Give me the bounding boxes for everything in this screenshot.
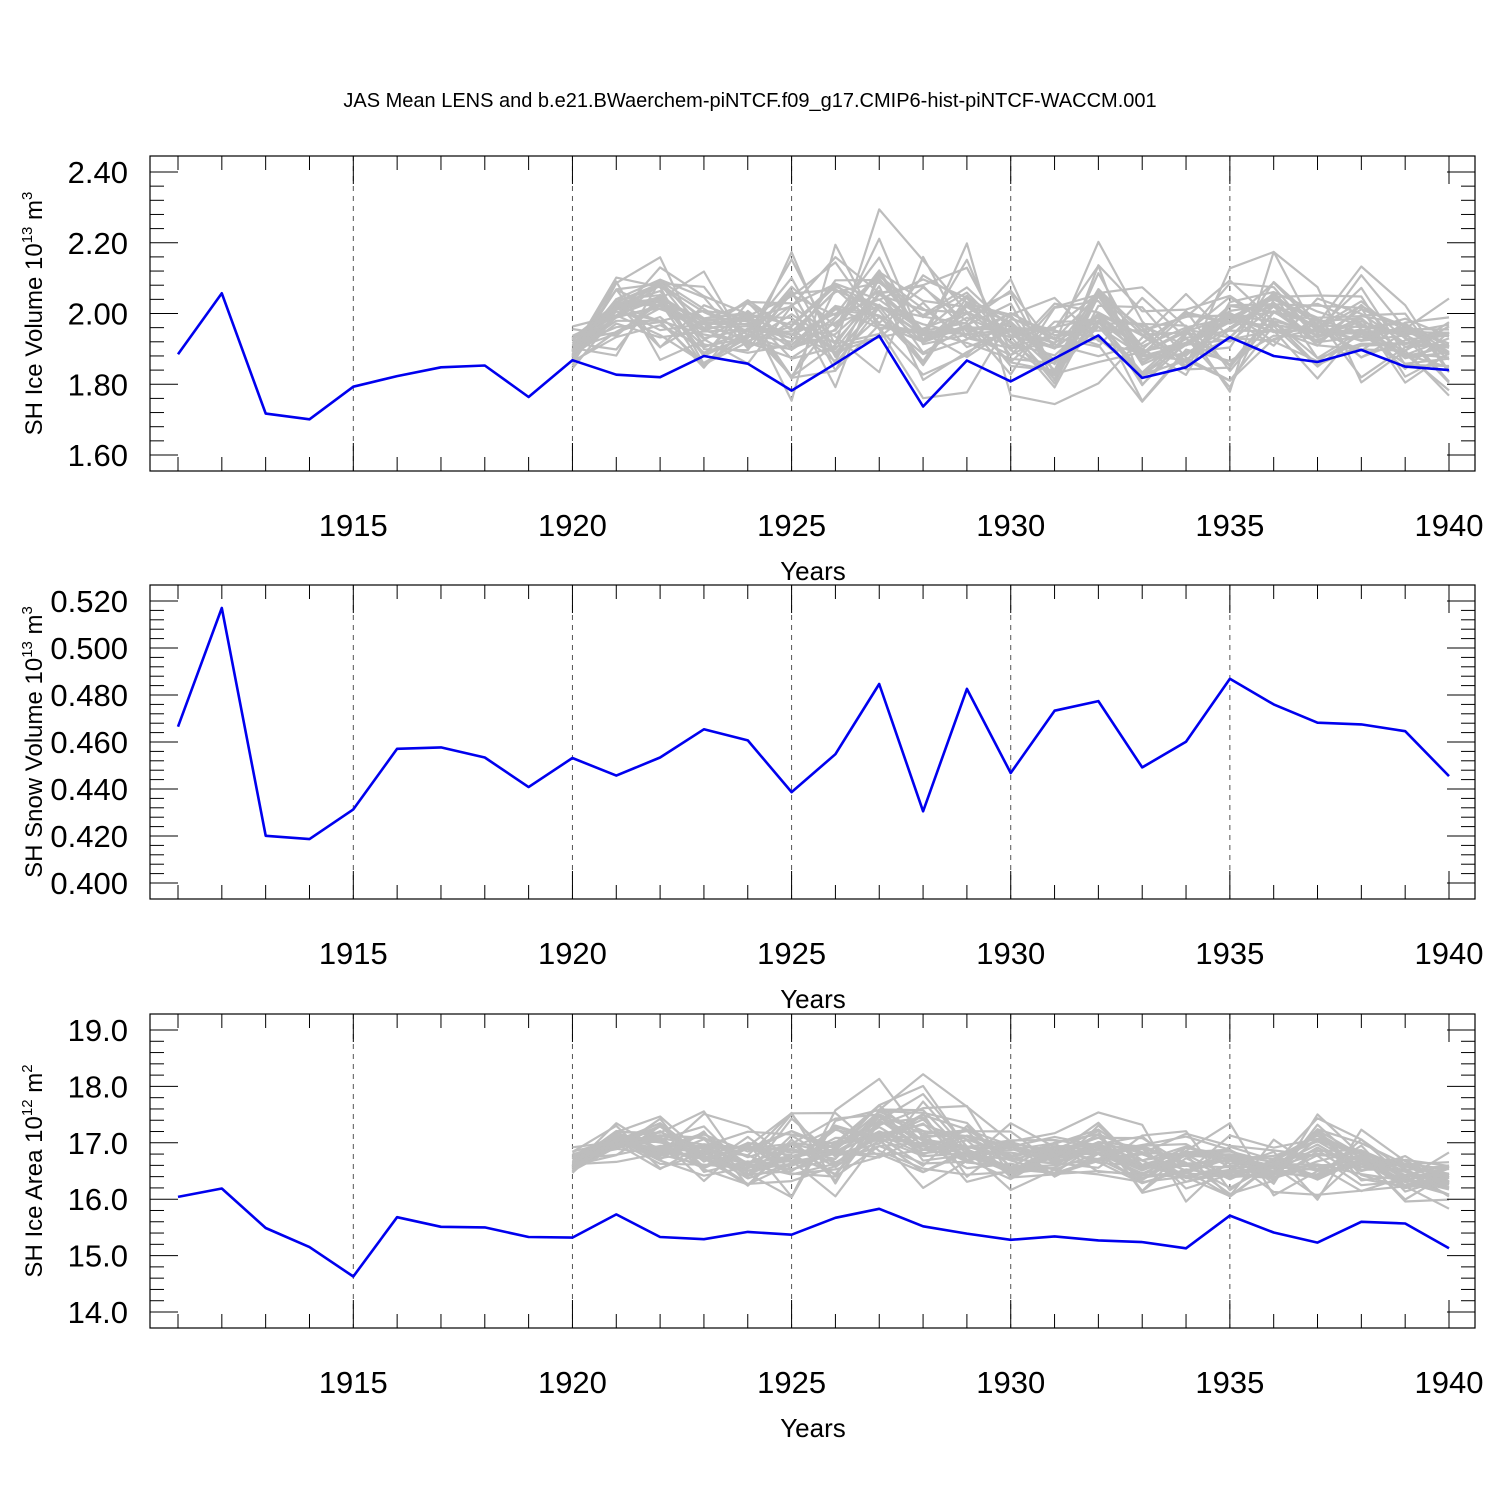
ensemble-member-line [572,269,1450,375]
x-tick-label: 1920 [538,936,607,971]
y-tick-label: 2.20 [68,226,128,261]
y-axis-label-main: SH Snow Volume 10 [21,658,48,878]
x-tick-label: 1935 [1195,508,1264,543]
ensemble-member-line [571,1108,1450,1186]
y-tick-label: 0.460 [50,725,128,760]
y-axis-label-main: SH Ice Area 10 [21,1116,48,1277]
figure-title: JAS Mean LENS and b.e21.BWaerchem-piNTCF… [343,90,1156,112]
ensemble-member-line [571,261,1450,376]
ensemble-member-line [571,1117,1450,1198]
x-tick-label: 1940 [1415,936,1484,971]
y-tick-label: 2.00 [68,297,128,332]
x-tick-label: 1915 [319,508,388,543]
x-tick-label: 1930 [976,936,1045,971]
x-tick-label: 1925 [757,936,826,971]
ensemble-member-line [571,272,1450,372]
main-series-line [176,291,1450,421]
ensemble-member-line [571,288,1450,368]
ensemble-member-line [571,258,1450,380]
ensemble-member-line [571,1113,1450,1188]
y-tick-label: 15.0 [68,1239,128,1274]
y-tick-label: 18.0 [68,1069,128,1104]
main-series-line [176,606,1450,841]
x-tick-label: 1935 [1195,1365,1264,1400]
y-axis-label: SH Ice Area 1012 m2 [19,1064,48,1277]
panel-ice-area: 14.0 15.0 16.0 17.0 18.0 19.0 1915 1920 1925 1930… [19,1013,1483,1443]
x-tick-label: 1915 [319,936,388,971]
y-axis-label-exponent: 12 [19,1099,36,1116]
y-tick-label: 0.420 [50,819,128,854]
x-tick-label: 1940 [1415,508,1484,543]
y-axis-label-unit: m [21,200,48,227]
ensemble-member-line [572,1112,1450,1201]
x-tick-label: 1935 [1195,936,1264,971]
y-tick-label: 0.520 [50,584,128,619]
y-axis-label-unit-exponent: 3 [19,192,36,200]
y-axis-label-unit-exponent: 3 [19,606,36,614]
x-tick-label: 1920 [538,1365,607,1400]
panel-ice-volume: 1.60 1.80 2.00 2.20 2.40 1915 1920 1925 1930 1935… [19,155,1483,586]
ensemble-member-line [571,1118,1450,1190]
y-tick-label: 19.0 [68,1013,128,1048]
y-tick-label: 14.0 [68,1295,128,1330]
x-tick-label: 1925 [757,1365,826,1400]
x-axis-label: Years [780,984,846,1014]
y-tick-label: 0.480 [50,678,128,713]
y-axis-label-main: SH Ice Volume 10 [21,243,48,435]
y-axis-label: SH Snow Volume 1013 m3 [19,606,48,878]
y-tick-label: 0.440 [50,772,128,807]
y-axis-label-unit-exponent: 2 [19,1064,36,1072]
y-tick-label: 16.0 [68,1182,128,1217]
plot-frame [149,1013,1476,1329]
panel-snow-volume: 0.400 0.420 0.440 0.460 0.480 0.500 0.520 1915 1… [19,584,1483,1014]
y-tick-label: 0.500 [50,631,128,666]
x-tick-label: 1925 [757,508,826,543]
ensemble-member-line [571,289,1450,372]
x-tick-label: 1930 [976,508,1045,543]
y-tick-label: 17.0 [68,1126,128,1161]
y-tick-label: 2.40 [68,155,128,190]
ensemble-member-line [572,1104,1450,1196]
y-axis-label-exponent: 13 [19,641,36,658]
ensemble-member-line [571,1124,1450,1187]
y-axis-label-unit: m [21,1073,48,1100]
y-tick-label: 1.80 [68,367,128,402]
main-series-line [177,1187,1450,1278]
x-tick-label: 1940 [1415,1365,1484,1400]
x-tick-label: 1920 [538,508,607,543]
y-axis-label: SH Ice Volume 1013 m3 [19,192,48,436]
y-tick-label: 0.400 [50,866,128,901]
x-axis-label: Years [780,1413,846,1443]
ensemble-member-line [571,256,1450,367]
y-tick-label: 1.60 [68,438,128,473]
x-axis-label: Years [780,556,846,586]
ensemble-member-line [571,285,1450,348]
x-tick-label: 1930 [976,1365,1045,1400]
y-axis-label-unit: m [21,614,48,641]
ensemble-member-line [572,1115,1450,1186]
ensemble-member-line [571,293,1450,376]
x-tick-label: 1915 [319,1365,388,1400]
y-axis-label-exponent: 13 [19,227,36,244]
